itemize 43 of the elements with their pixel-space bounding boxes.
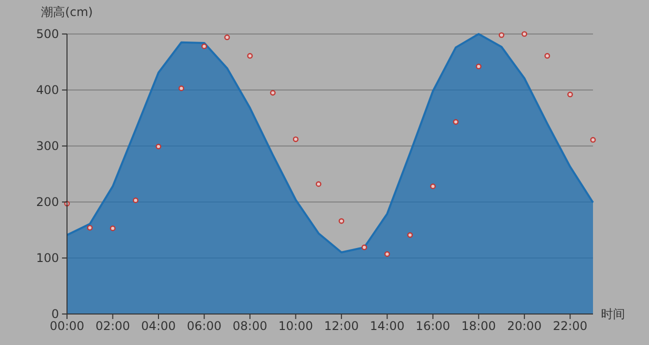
point	[452, 119, 459, 125]
y-axis-title: 潮高(cm)	[41, 5, 93, 19]
y-tick-label: 100	[36, 251, 59, 265]
x-tick-label: 12:00	[324, 319, 359, 333]
x-tick-label: 18:00	[461, 319, 496, 333]
point	[156, 144, 162, 150]
x-tick-label: 16:00	[416, 319, 450, 333]
point	[476, 64, 482, 70]
y-tick-label: 400	[36, 83, 59, 97]
x-tick-label: 22:00	[552, 319, 588, 333]
point	[362, 244, 368, 250]
point	[132, 198, 138, 204]
x-tick-label: 08:00	[232, 319, 268, 333]
y-tick-label: 0	[51, 307, 59, 321]
point	[522, 31, 528, 37]
point	[270, 90, 276, 96]
point	[544, 53, 550, 59]
y-tick-label: 200	[36, 195, 59, 209]
y-tick-label: 500	[36, 27, 59, 41]
x-tick-label: 06:00	[186, 319, 222, 333]
point	[87, 224, 93, 231]
point	[110, 226, 116, 232]
point	[292, 136, 298, 142]
point	[224, 34, 230, 40]
point	[430, 184, 436, 190]
x-tick-label: 10:00	[278, 319, 313, 333]
point	[498, 32, 504, 38]
x-tick-label: 20:00	[507, 319, 542, 333]
point	[247, 53, 253, 59]
y-tick-label: 300	[36, 139, 59, 153]
x-tick-label: 00:00	[50, 319, 84, 333]
point	[567, 92, 573, 98]
x-tick-label: 14:00	[370, 319, 404, 333]
point	[178, 86, 184, 92]
point	[201, 44, 208, 50]
point	[407, 232, 413, 238]
x-tick-label: 04:00	[141, 319, 176, 333]
point	[384, 251, 390, 257]
x-axis-title: 时间	[601, 307, 625, 321]
point	[316, 181, 322, 187]
x-tick-label: 02:00	[95, 319, 130, 333]
point	[590, 137, 596, 143]
point	[338, 218, 344, 224]
